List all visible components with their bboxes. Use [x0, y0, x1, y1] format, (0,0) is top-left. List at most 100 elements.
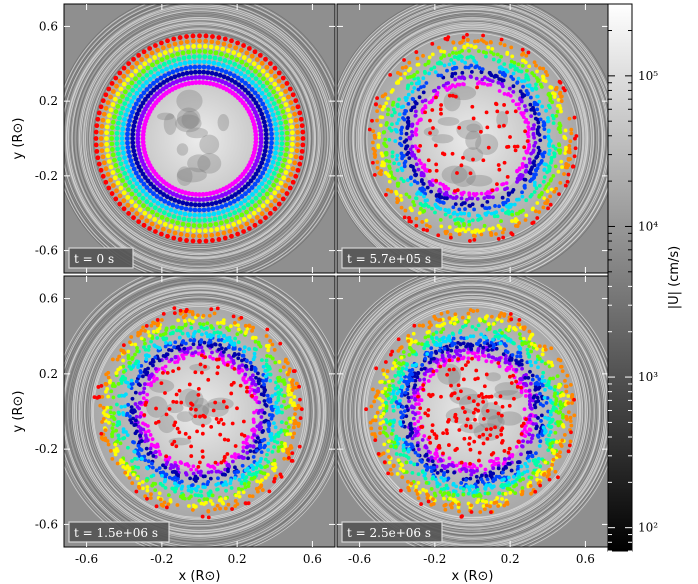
tracer-point	[211, 408, 216, 413]
tracer-point	[196, 493, 201, 498]
tracer-point	[133, 361, 138, 366]
tracer-point	[245, 181, 251, 187]
tracer-point	[135, 132, 141, 138]
tracer-point	[292, 111, 298, 117]
tracer-point	[242, 349, 247, 354]
tracer-point	[182, 60, 188, 66]
tracer-point	[134, 181, 140, 187]
tracer-point	[183, 323, 188, 328]
wave-ring	[66, 5, 333, 272]
tracer-point	[137, 64, 143, 70]
tracer-point	[199, 345, 204, 350]
tracer-point	[177, 237, 183, 242]
tracer-point	[468, 468, 473, 473]
tracer-point	[196, 392, 201, 397]
tracer-point	[113, 442, 118, 447]
tracer-point	[396, 372, 401, 377]
tracer-point	[270, 449, 275, 454]
tracer-point	[429, 469, 434, 474]
tracer-point	[524, 213, 529, 218]
tracer-point	[534, 463, 539, 468]
tracer-point	[213, 200, 219, 206]
tracer-point	[259, 450, 264, 455]
tracer-point	[189, 444, 194, 449]
tracer-point	[257, 79, 263, 85]
tracer-point	[437, 338, 442, 342]
wave-ring	[71, 10, 329, 268]
core-plume	[437, 117, 460, 126]
tracer-point	[136, 97, 141, 103]
tracer-point	[388, 422, 392, 427]
tracer-point	[202, 54, 208, 60]
tracer-point	[457, 125, 462, 130]
tracer-point	[391, 107, 396, 112]
tracer-point	[190, 402, 195, 407]
tracer-point	[548, 420, 552, 425]
tracer-point	[526, 50, 531, 55]
tracer-point	[396, 366, 401, 371]
tracer-point	[504, 343, 508, 348]
tracer-point	[549, 187, 554, 192]
tracer-point	[269, 131, 274, 137]
wave-ring	[90, 302, 309, 521]
tracer-point	[104, 141, 110, 147]
tracer-point	[127, 92, 133, 97]
tracer-point	[268, 202, 274, 208]
tracer-point	[280, 83, 285, 89]
tracer-point	[224, 482, 229, 487]
tracer-point	[211, 211, 217, 217]
wave-ring	[359, 24, 587, 252]
tracer-point	[555, 109, 560, 114]
tracer-point	[192, 59, 198, 65]
tracer-point	[180, 326, 184, 330]
tracer-point	[126, 187, 131, 193]
tracer-point	[530, 453, 535, 458]
tracer-point	[131, 105, 137, 111]
tracer-point	[512, 144, 517, 149]
tracer-point	[534, 186, 539, 191]
tracer-point	[233, 455, 238, 460]
tracer-point	[215, 205, 220, 211]
tracer-point	[563, 128, 568, 133]
tracer-point	[531, 148, 536, 153]
tracer-point	[214, 417, 219, 421]
tracer-point	[488, 190, 493, 195]
tracer-point	[205, 497, 210, 502]
tracer-point	[535, 201, 540, 205]
tracer-point	[446, 491, 451, 496]
tracer-point	[263, 215, 268, 221]
tracer-point	[412, 390, 416, 395]
tracer-point	[531, 126, 536, 131]
tracer-point	[264, 191, 270, 197]
tracer-point	[290, 166, 296, 172]
tracer-point	[519, 464, 524, 469]
tracer-point	[279, 136, 285, 141]
tracer-point	[98, 136, 104, 141]
tracer-point	[239, 84, 245, 90]
tracer-point	[171, 399, 176, 404]
panel-2: t = 5.7e+05 s	[336, 3, 609, 274]
tracer-point	[402, 215, 407, 220]
tracer-point	[264, 173, 270, 178]
tracer-point	[540, 104, 545, 109]
tracer-point	[256, 64, 262, 70]
tracer-point	[191, 471, 196, 476]
tracer-point	[160, 45, 166, 51]
tracer-point	[195, 313, 200, 318]
tracer-point	[513, 491, 518, 496]
tracer-point	[229, 38, 234, 44]
tracer-point	[504, 210, 508, 215]
tracer-point	[453, 349, 458, 354]
tracer-point	[106, 113, 112, 118]
tracer-point	[439, 330, 444, 335]
tracer-point	[544, 162, 548, 167]
tracer-point	[218, 432, 223, 437]
tracer-point	[128, 113, 134, 119]
tracer-point	[234, 493, 238, 498]
core-plume	[157, 112, 175, 121]
tracer-point	[526, 376, 531, 380]
tracer-point	[269, 107, 274, 113]
tracer-point	[112, 157, 117, 163]
tracer-point	[300, 136, 306, 141]
tracer-point	[268, 69, 274, 75]
